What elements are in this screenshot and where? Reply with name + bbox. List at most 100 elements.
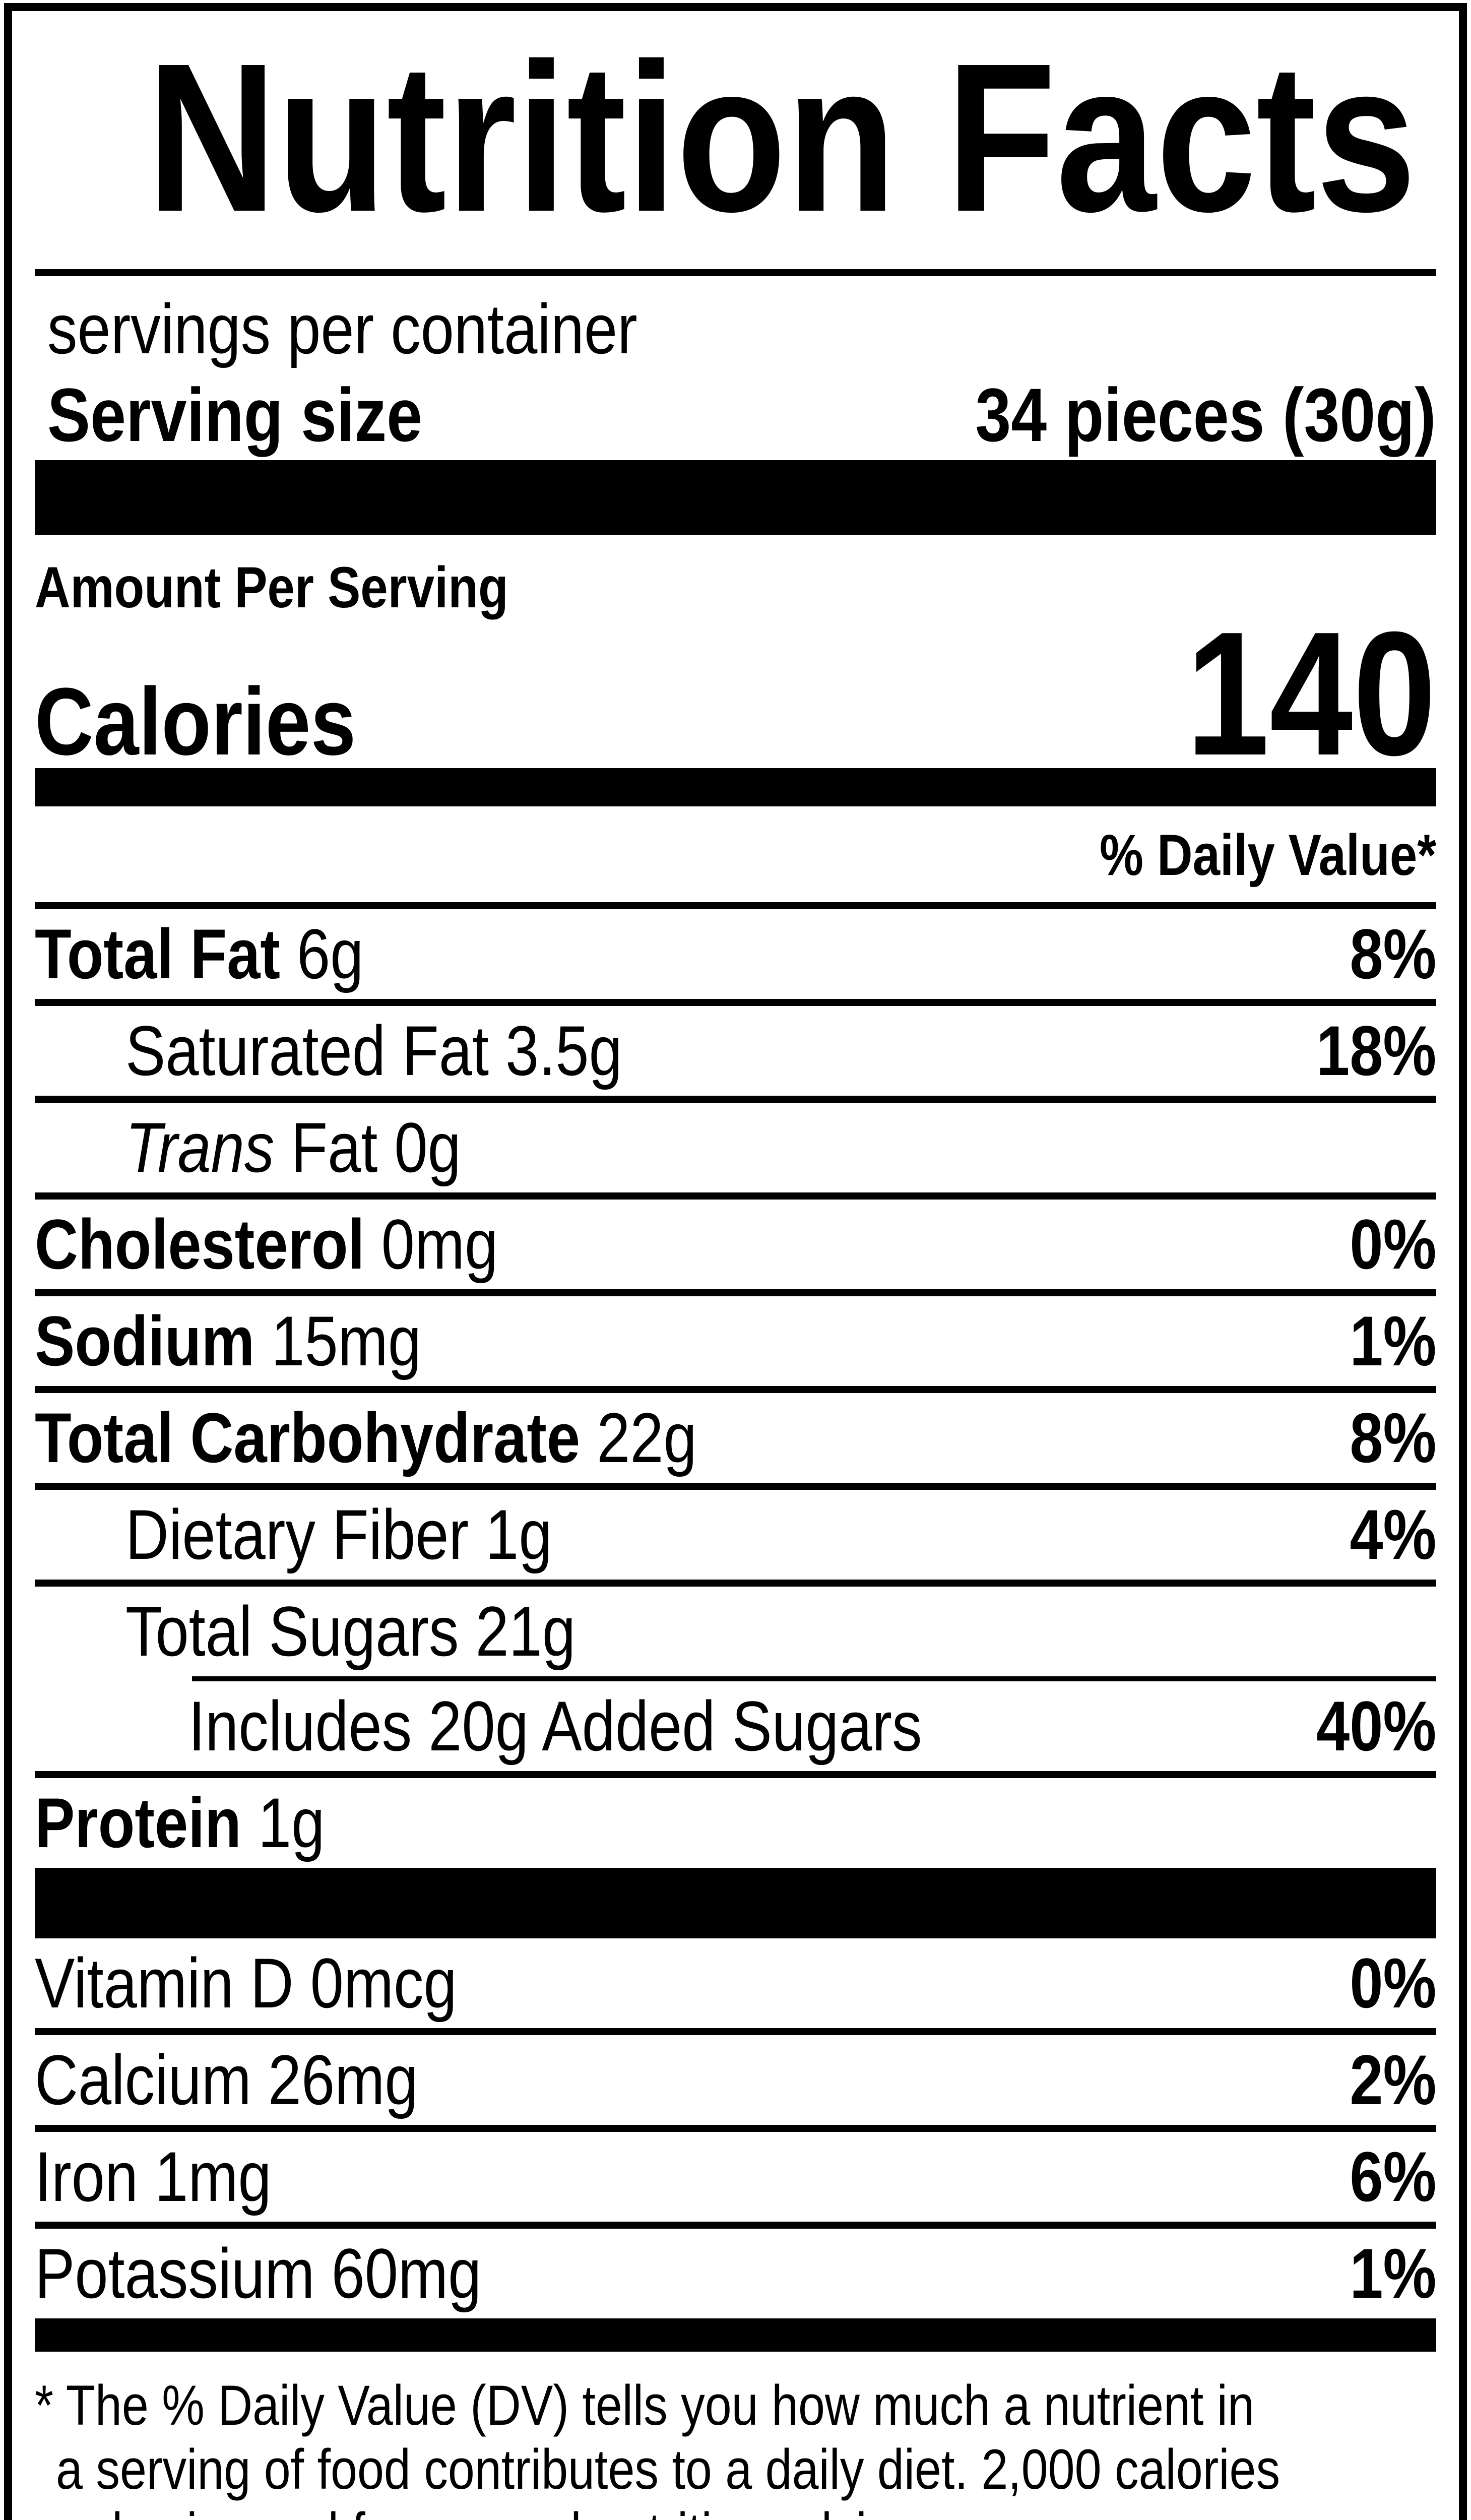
micronutrient-daily-value: 6% — [1350, 2137, 1436, 2216]
nutrient-row-trans-fat: Trans Fat 0g — [35, 1103, 1436, 1192]
separator-bar-footnote — [35, 2318, 1436, 2352]
label-title-text: Nutrition Facts — [147, 20, 1417, 256]
nutrient-row-total-fat: Total Fat 6g 8% — [35, 909, 1436, 999]
nutrient-name: Total Carbohydrate 22g — [35, 1403, 697, 1473]
footnote-line-text: * The % Daily Value (DV) tells you how m… — [35, 2374, 1254, 2437]
calories-value-text: 140 — [1186, 595, 1436, 792]
nutrient-row-cholesterol: Cholesterol 0mg 0% — [35, 1200, 1436, 1289]
nutrient-daily-value: 18% — [1316, 1011, 1436, 1090]
serving-size-label: Serving size — [47, 372, 423, 457]
divider-under-title — [35, 269, 1436, 276]
nutrient-amount: 6g — [280, 914, 364, 993]
divider — [35, 2125, 1436, 2132]
micronutrient-amount: 0mcg — [293, 1943, 457, 2023]
micronutrient-name: Potassium 60mg — [35, 2238, 481, 2309]
nutrient-name-bold: Sodium — [35, 1301, 255, 1380]
serving-size-value: 34 pieces (30g) — [975, 372, 1436, 457]
micronutrient-amount: 60mg — [314, 2234, 482, 2313]
footnote-line-text: a day is used for general nutrition advi… — [56, 2501, 931, 2520]
nutrient-name-text: Total Sugars — [125, 1592, 459, 1671]
footnote-line: a day is used for general nutrition advi… — [35, 2501, 1436, 2520]
nutrient-row-added-sugars: Includes 20g Added Sugars 40% — [35, 1681, 1436, 1771]
micronutrient-row-iron: Iron 1mg 6% — [35, 2132, 1436, 2222]
divider — [35, 2222, 1436, 2229]
servings-per-container-text: servings per container — [47, 289, 637, 368]
micronutrient-daily-value: 1% — [1350, 2234, 1436, 2313]
nutrient-name-bold: Total Carbohydrate — [35, 1398, 581, 1477]
nutrient-amount: 1g — [469, 1495, 552, 1574]
footnote-line-text: a serving of food contributes to a daily… — [56, 2437, 1281, 2501]
nutrient-row-total-sugars: Total Sugars 21g — [35, 1587, 1436, 1676]
nutrient-name-text: Fat — [274, 1108, 378, 1187]
nutrient-amount: 21g — [459, 1592, 576, 1671]
micronutrient-row-potassium: Potassium 60mg 1% — [35, 2229, 1436, 2318]
nutrient-daily-value: 8% — [1350, 1398, 1436, 1477]
divider-indented — [192, 1676, 1436, 1681]
nutrient-name-text: Saturated Fat — [125, 1011, 489, 1090]
micronutrient-daily-value: 0% — [1350, 1943, 1436, 2023]
amount-per-serving-label: Amount Per Serving — [35, 556, 1436, 620]
nutrient-amount: 22g — [580, 1398, 697, 1477]
nutrient-name-text: Includes 20g Added Sugars — [188, 1686, 922, 1766]
nutrient-daily-value: 8% — [1350, 914, 1436, 993]
nutrient-row-protein: Protein 1g — [35, 1778, 1436, 1868]
nutrient-name-italic: Trans — [125, 1108, 275, 1187]
micronutrient-row-calcium: Calcium 26mg 2% — [35, 2035, 1436, 2125]
micronutrient-name: Vitamin D 0mcg — [35, 1948, 457, 2019]
nutrient-name: Sodium 15mg — [35, 1306, 421, 1376]
footnote-line: a serving of food contributes to a daily… — [35, 2438, 1436, 2502]
nutrient-amount: 3.5g — [489, 1011, 622, 1090]
separator-bar-thick-protein — [35, 1868, 1436, 1938]
nutrient-name: Saturated Fat 3.5g — [125, 1016, 622, 1086]
nutrient-name: Includes 20g Added Sugars — [188, 1691, 922, 1761]
nutrient-amount: 0g — [377, 1108, 461, 1187]
daily-value-header-text: % Daily Value* — [1099, 823, 1436, 888]
nutrient-name: Dietary Fiber 1g — [125, 1499, 552, 1570]
micronutrient-name-text: Potassium — [35, 2234, 315, 2313]
divider — [35, 1192, 1436, 1200]
footnote-line: * The % Daily Value (DV) tells you how m… — [35, 2374, 1436, 2438]
divider — [35, 1096, 1436, 1103]
nutrient-amount: 0mg — [364, 1205, 498, 1284]
nutrient-daily-value: 40% — [1316, 1686, 1436, 1766]
micronutrient-amount: 26mg — [251, 2040, 418, 2119]
nutrient-row-sodium: Sodium 15mg 1% — [35, 1296, 1436, 1386]
nutrient-amount: 15mg — [254, 1301, 422, 1380]
calories-row: Calories 140 — [35, 595, 1436, 792]
nutrient-name-text: Dietary Fiber — [125, 1495, 469, 1574]
calories-label-text: Calories — [35, 668, 356, 775]
nutrient-name: Total Fat 6g — [35, 919, 363, 989]
separator-bar-thick-top — [35, 460, 1436, 535]
calories-value: 140 — [1142, 595, 1436, 792]
micronutrient-name: Iron 1mg — [35, 2141, 272, 2212]
nutrient-row-total-carbohydrate: Total Carbohydrate 22g 8% — [35, 1393, 1436, 1483]
calories-label: Calories — [35, 668, 413, 775]
micronutrient-name-text: Iron — [35, 2137, 139, 2216]
nutrient-amount: 1g — [241, 1783, 325, 1862]
nutrition-label: Nutrition Facts servings per container S… — [4, 3, 1467, 2520]
daily-value-header: % Daily Value* — [35, 823, 1436, 903]
nutrient-daily-value: 1% — [1350, 1301, 1436, 1380]
micronutrient-daily-value: 2% — [1350, 2040, 1436, 2119]
micronutrient-amount: 1mg — [138, 2137, 272, 2216]
servings-per-container: servings per container — [35, 288, 1436, 369]
nutrient-name: Trans Fat 0g — [125, 1112, 461, 1183]
divider — [35, 1580, 1436, 1587]
nutrient-name: Cholesterol 0mg — [35, 1209, 498, 1280]
nutrient-name: Total Sugars 21g — [125, 1596, 575, 1667]
separator-bar-medium-calories — [35, 768, 1436, 806]
serving-size-row: Serving size 34 pieces (30g) — [35, 369, 1436, 460]
micronutrient-name-text: Vitamin D — [35, 1943, 294, 2023]
divider — [35, 1386, 1436, 1393]
nutrient-row-saturated-fat: Saturated Fat 3.5g 18% — [35, 1006, 1436, 1096]
nutrient-name-bold: Protein — [35, 1783, 241, 1862]
divider — [35, 1483, 1436, 1490]
divider — [35, 902, 1436, 909]
divider — [35, 1771, 1436, 1778]
nutrient-name-bold: Total Fat — [35, 914, 280, 993]
divider — [35, 1289, 1436, 1296]
nutrient-name-bold: Cholesterol — [35, 1205, 365, 1284]
micronutrient-row-vitamin-d: Vitamin D 0mcg 0% — [35, 1938, 1436, 2028]
nutrient-row-dietary-fiber: Dietary Fiber 1g 4% — [35, 1490, 1436, 1580]
divider — [35, 2028, 1436, 2035]
